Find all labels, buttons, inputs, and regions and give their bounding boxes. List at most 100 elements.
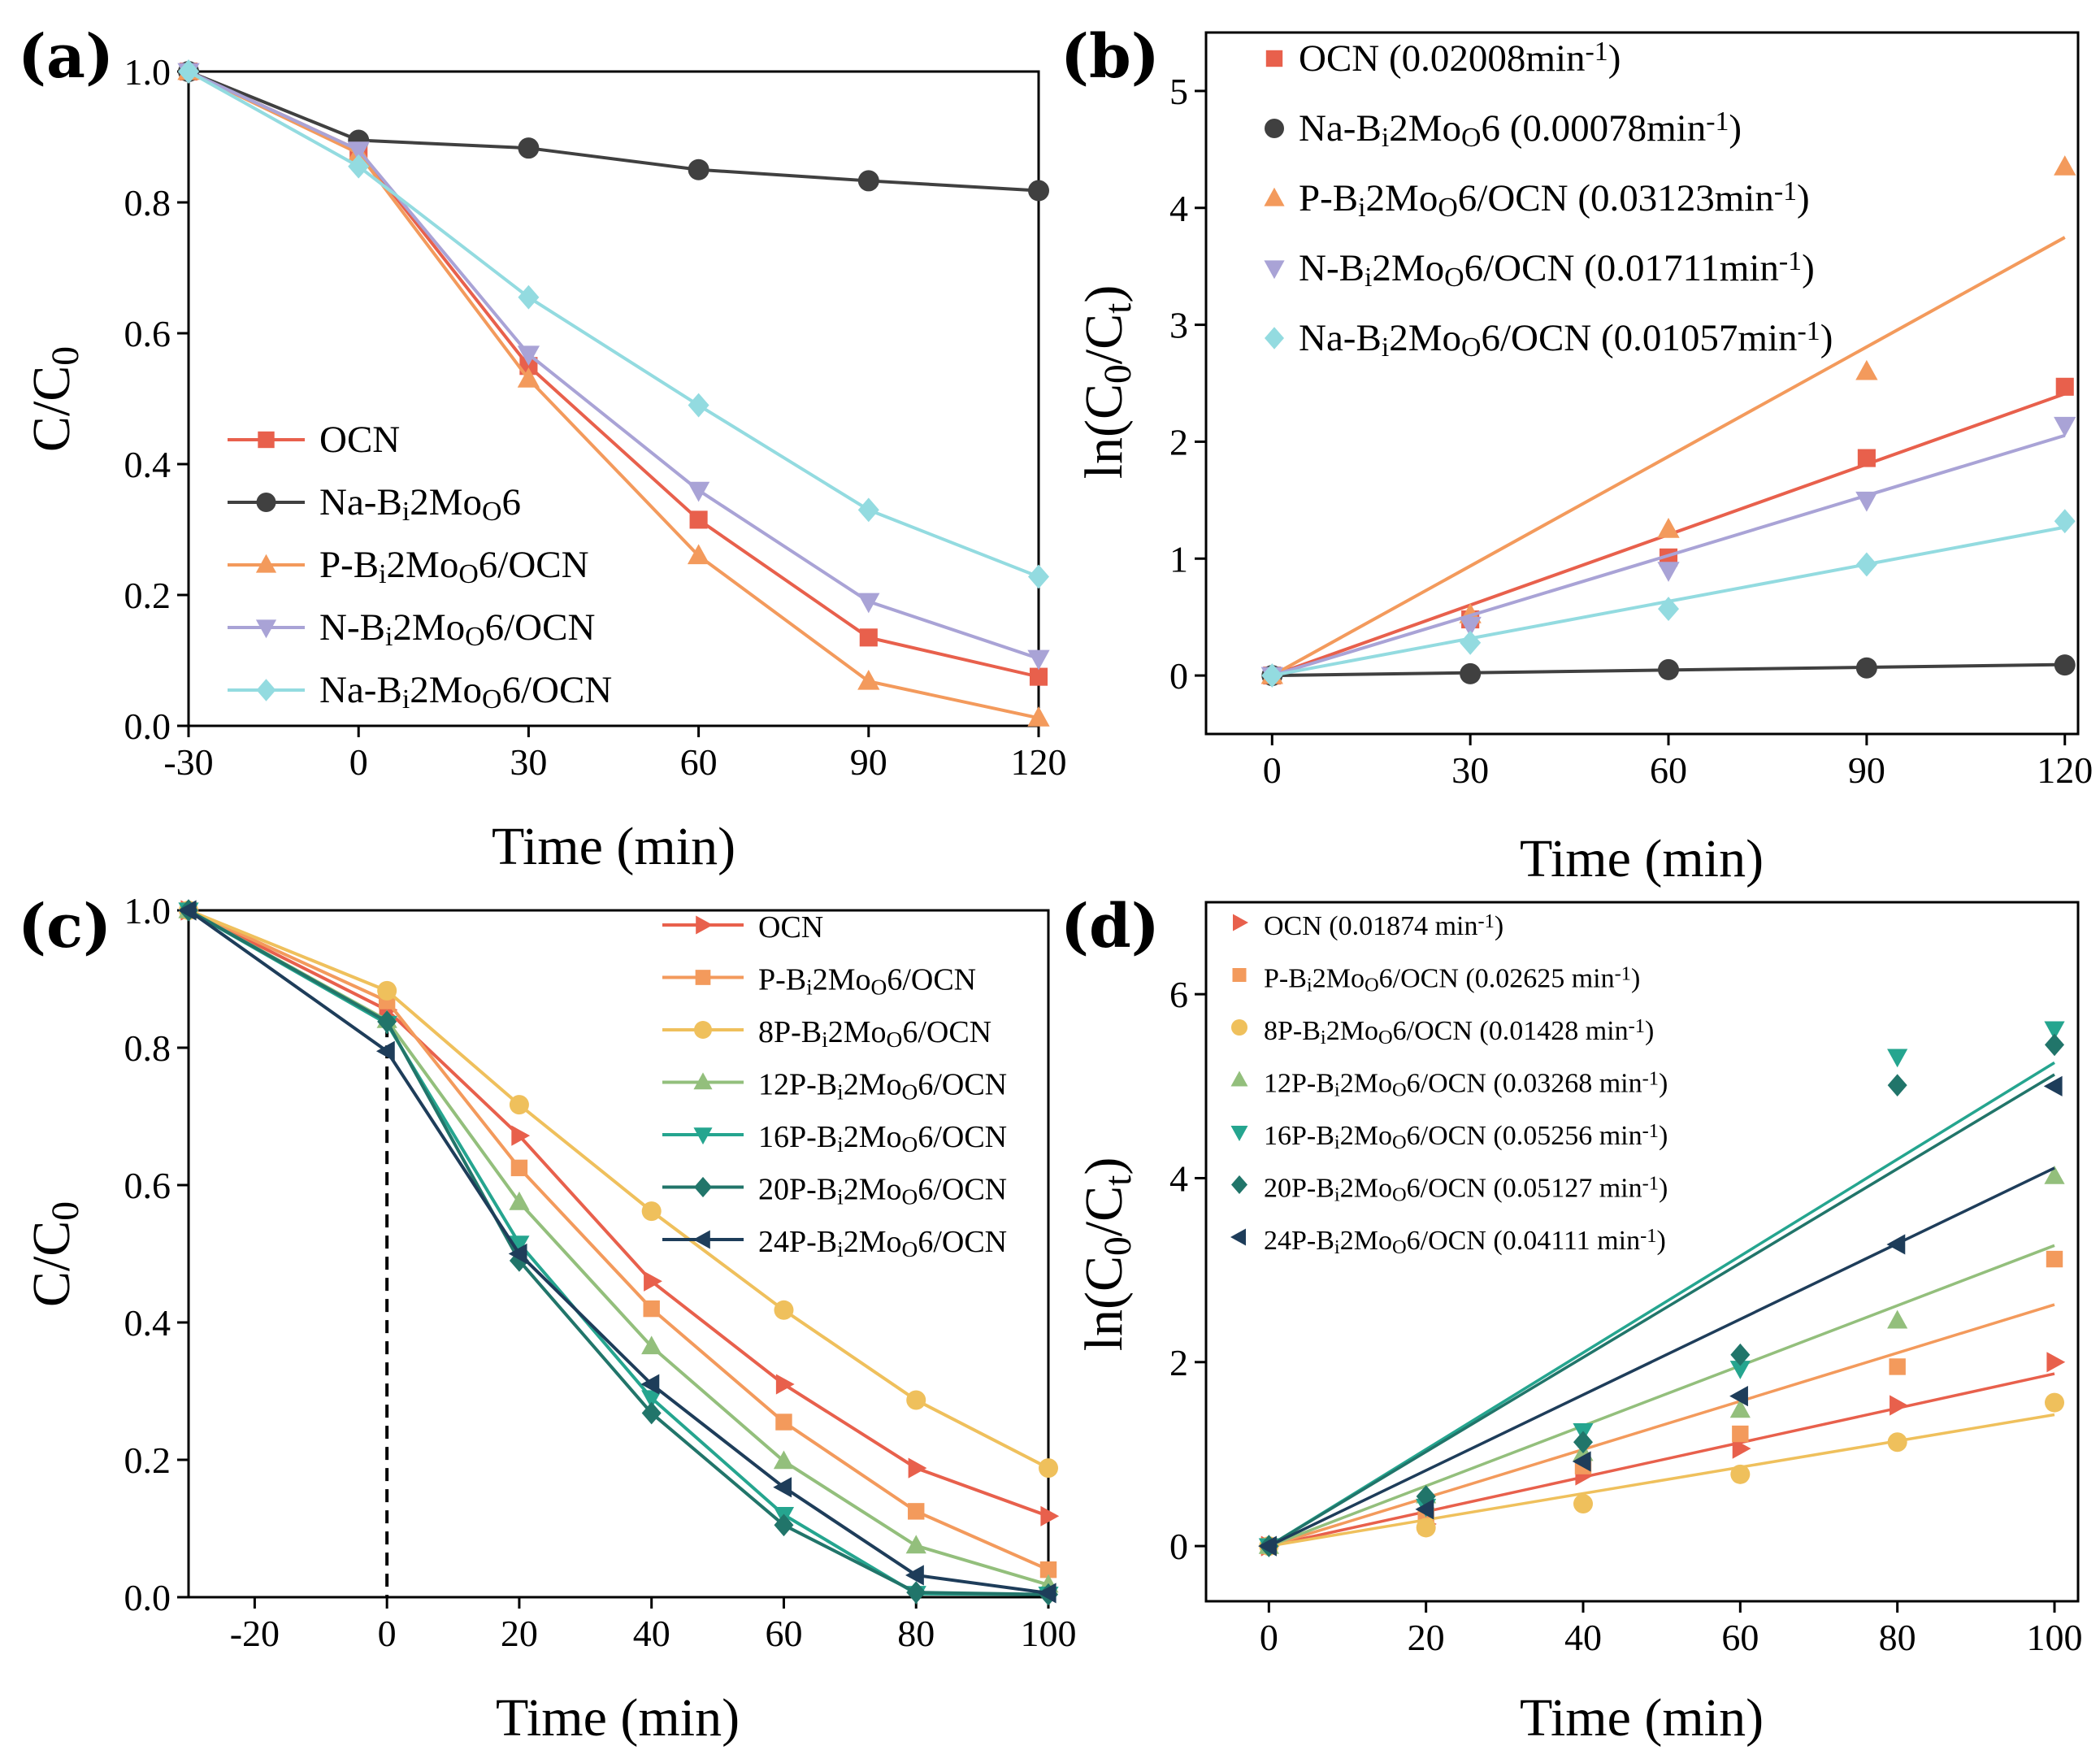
y-tick-label: 4 bbox=[1169, 188, 1188, 229]
data-point bbox=[2054, 509, 2076, 534]
panel-label: (a) bbox=[18, 22, 114, 92]
data-point bbox=[377, 980, 397, 1001]
data-point bbox=[1657, 517, 1680, 538]
x-tick-label: 40 bbox=[1564, 1617, 1602, 1658]
data-point bbox=[1887, 1074, 1907, 1096]
x-tick-label: 40 bbox=[633, 1613, 670, 1654]
y-axis-title: C/C0 bbox=[22, 346, 87, 452]
data-point bbox=[517, 345, 540, 367]
x-tick-label: 0 bbox=[1263, 749, 1282, 791]
legend-label: Na-Bi2MoO6/OCN bbox=[319, 669, 612, 714]
y-tick-label: 0.4 bbox=[124, 444, 171, 485]
data-point bbox=[641, 1390, 662, 1409]
data-point bbox=[1039, 1458, 1058, 1479]
legend-marker bbox=[256, 493, 276, 512]
panel-label: (b) bbox=[1061, 22, 1160, 92]
data-point bbox=[773, 1450, 795, 1470]
data-point bbox=[1258, 1535, 1277, 1557]
x-tick-label: 90 bbox=[850, 741, 887, 783]
legend-marker bbox=[1230, 1070, 1248, 1087]
data-point bbox=[1573, 1431, 1593, 1454]
y-tick-label: 0.0 bbox=[124, 706, 171, 747]
fit-line bbox=[1268, 1244, 2055, 1548]
series-6 bbox=[177, 900, 1057, 1604]
y-tick-label: 6 bbox=[1169, 974, 1188, 1015]
legend-marker bbox=[1264, 187, 1285, 206]
data-point bbox=[905, 1565, 924, 1586]
data-point bbox=[348, 154, 370, 179]
y-tick-label: 1.0 bbox=[124, 51, 171, 93]
legend-marker bbox=[693, 1072, 713, 1090]
chart-panel-b: (b) 0 30 60 90 120 0 1 2 3 4 5 Time (min) ln(C0/Ct) OC… bbox=[1061, 22, 2093, 888]
data-point bbox=[2055, 377, 2074, 396]
data-point bbox=[2044, 1021, 2065, 1040]
data-point bbox=[1573, 1494, 1593, 1514]
data-point bbox=[1572, 1451, 1591, 1472]
legend-label: OCN (0.02008min-1) bbox=[1299, 37, 1621, 80]
data-point bbox=[1027, 706, 1050, 727]
y-tick-label: 0 bbox=[1169, 655, 1188, 697]
data-point bbox=[1732, 1425, 1749, 1443]
data-point bbox=[1857, 449, 1876, 467]
x-tick-label: 20 bbox=[1408, 1617, 1445, 1658]
legend-marker bbox=[694, 1176, 712, 1198]
fit-line bbox=[1268, 1166, 2055, 1548]
data-point bbox=[1732, 1438, 1751, 1459]
legend-label: N-Bi2MoO6/OCN bbox=[319, 606, 595, 652]
legend-marker bbox=[255, 619, 277, 639]
data-point bbox=[905, 1535, 926, 1554]
legend-label: P-Bi2MoO6/OCN (0.02625 min-1) bbox=[1264, 962, 1640, 996]
legend-label: 16P-Bi2MoO6/OCN (0.05256 min-1) bbox=[1264, 1120, 1668, 1153]
data-point bbox=[1729, 1361, 1751, 1379]
data-point bbox=[1039, 1561, 1057, 1578]
x-tick-label: 90 bbox=[1848, 749, 1885, 791]
data-point bbox=[2046, 1352, 2066, 1373]
legend-label: 24P-Bi2MoO6/OCN (0.04111 min-1) bbox=[1264, 1225, 1666, 1258]
y-tick-label: 0.4 bbox=[124, 1302, 171, 1344]
legend-label: N-Bi2MoO6/OCN (0.01711min-1) bbox=[1299, 246, 1815, 293]
data-point bbox=[1730, 1464, 1751, 1484]
legend-label: P-Bi2MoO6/OCN (0.03123min-1) bbox=[1299, 176, 1810, 223]
fit-line bbox=[1268, 1061, 2055, 1548]
chart-panel-c: (c) -20 0 20 40 60 80 100 0.0 0.2 0.4 0.6 0.8 1.0 Time… bbox=[18, 890, 1077, 1748]
plot-frame bbox=[187, 909, 1050, 1599]
legend-marker bbox=[692, 1230, 710, 1249]
fit-line bbox=[1271, 236, 2066, 677]
x-tick-label: 20 bbox=[501, 1613, 538, 1654]
data-point bbox=[1460, 662, 1482, 684]
legend-marker bbox=[1231, 1175, 1247, 1194]
plot-frame bbox=[1204, 901, 2080, 1603]
x-tick-label: -20 bbox=[230, 1613, 280, 1654]
legend-label: Na-Bi2MoO6 (0.00078min-1) bbox=[1299, 106, 1742, 153]
data-point bbox=[857, 170, 879, 192]
x-axis-title: Time (min) bbox=[1520, 1688, 1764, 1748]
data-point bbox=[687, 481, 710, 502]
legend-marker bbox=[694, 1021, 712, 1039]
x-tick-label: 100 bbox=[2027, 1617, 2083, 1658]
series-line bbox=[188, 70, 1039, 193]
y-axis-title-group: ln(C0/Ct) bbox=[1074, 1157, 1139, 1352]
legend-label: OCN bbox=[319, 419, 400, 461]
data-point bbox=[511, 1125, 531, 1146]
data-point bbox=[377, 1010, 397, 1033]
x-tick-label: 60 bbox=[680, 741, 718, 783]
legend-marker bbox=[1230, 1126, 1248, 1141]
data-point bbox=[2054, 155, 2076, 176]
data-point bbox=[774, 1513, 794, 1537]
legend-marker bbox=[1231, 1019, 1247, 1036]
data-point bbox=[773, 1477, 792, 1498]
series-4 bbox=[1261, 509, 2076, 688]
legend-label: OCN bbox=[758, 910, 823, 944]
y-axis-title: ln(C0/Ct) bbox=[1074, 1157, 1139, 1352]
y-tick-label: 0.6 bbox=[124, 313, 171, 354]
data-point bbox=[177, 900, 197, 921]
data-point bbox=[375, 1040, 395, 1062]
data-point bbox=[2043, 1075, 2063, 1096]
series-line bbox=[188, 70, 1039, 579]
x-tick-label: 80 bbox=[897, 1613, 935, 1654]
legend-label: 8P-Bi2MoO6/OCN bbox=[758, 1015, 991, 1052]
x-tick-label: 0 bbox=[349, 741, 368, 783]
data-point bbox=[641, 1201, 662, 1222]
x-tick-label: 80 bbox=[1879, 1617, 1916, 1658]
y-axis-title-group: ln(C0/Ct) bbox=[1074, 285, 1139, 480]
